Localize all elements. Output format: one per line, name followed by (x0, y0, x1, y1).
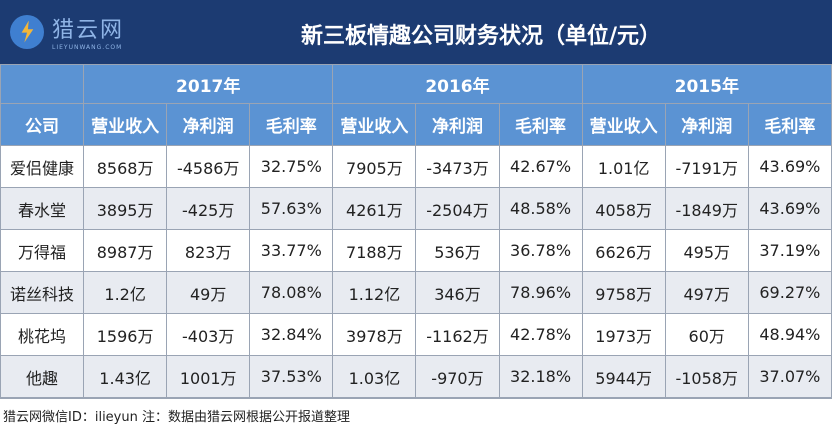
value-cell: 42.67% (498, 145, 583, 188)
logo: 猎云网 LIEYUNWANG.COM (10, 12, 124, 51)
table-row: 他趣 1.43亿 1001万 37.53% 1.03亿 -970万 32.18% 5944万 -… (0, 355, 832, 398)
year-header: 2015年 (581, 64, 832, 104)
column-header-metric: 净利润 (415, 103, 500, 146)
column-header-metric: 营业收入 (581, 103, 666, 146)
logo-url: LIEYUNWANG.COM (52, 44, 123, 51)
value-cell: 9758万 (581, 271, 666, 314)
value-cell: 37.19% (747, 229, 832, 272)
value-cell: 78.08% (249, 271, 334, 314)
value-cell: 78.96% (498, 271, 583, 314)
value-cell: 497万 (664, 271, 749, 314)
value-cell: 1973万 (581, 313, 666, 356)
value-cell: 43.69% (747, 145, 832, 188)
value-cell: 1.43亿 (83, 355, 168, 398)
value-cell: 7188万 (332, 229, 417, 272)
value-cell: 8568万 (83, 145, 168, 188)
value-cell: 495万 (664, 229, 749, 272)
company-name: 桃花坞 (0, 313, 85, 356)
value-cell: -4586万 (166, 145, 251, 188)
value-cell: 37.53% (249, 355, 334, 398)
value-cell: 48.58% (498, 187, 583, 230)
value-cell: 32.18% (498, 355, 583, 398)
column-header-metric: 毛利率 (498, 103, 583, 146)
page-title: 新三板情趣公司财务状况（单位/元） (300, 24, 662, 49)
column-header-metric: 毛利率 (747, 103, 832, 146)
value-cell: 48.94% (747, 313, 832, 356)
finance-table: 2017年 2016年 2015年 公司 营业收入 净利润 毛利率 营业收入 净利润 毛利率营… (0, 64, 832, 398)
column-header-company: 公司 (0, 103, 85, 146)
header-banner: 猎云网 LIEYUNWANG.COM 新三板情趣公司财务状况（单位/元） (0, 0, 832, 64)
value-cell: 1596万 (83, 313, 168, 356)
year-header-row: 2017年 2016年 2015年 (0, 64, 832, 104)
value-cell: -425万 (166, 187, 251, 230)
column-header-metric: 营业收入 (332, 103, 417, 146)
value-cell: 37.07% (747, 355, 832, 398)
value-cell: 33.77% (249, 229, 334, 272)
value-cell: 3895万 (83, 187, 168, 230)
value-cell: 32.75% (249, 145, 334, 188)
company-name: 春水堂 (0, 187, 85, 230)
table-row: 爱侣健康 8568万 -4586万 32.75% 7905万 -3473万 42.67% 1.… (0, 145, 832, 188)
value-cell: 346万 (415, 271, 500, 314)
value-cell: -3473万 (415, 145, 500, 188)
company-name: 万得福 (0, 229, 85, 272)
value-cell: 49万 (166, 271, 251, 314)
empty-header-cell (0, 64, 85, 104)
value-cell: 1.01亿 (581, 145, 666, 188)
company-name: 他趣 (0, 355, 85, 398)
table-row: 万得福 8987万 823万 33.77% 7188万 536万 36.78% 6626万 49… (0, 229, 832, 272)
value-cell: -7191万 (664, 145, 749, 188)
value-cell: 36.78% (498, 229, 583, 272)
value-cell: 536万 (415, 229, 500, 272)
value-cell: 4261万 (332, 187, 417, 230)
value-cell: 1.2亿 (83, 271, 168, 314)
table-row: 桃花坞 1596万 -403万 32.84% 3978万 -1162万 42.78% 1973… (0, 313, 832, 356)
value-cell: 1.03亿 (332, 355, 417, 398)
year-header: 2017年 (83, 64, 334, 104)
value-cell: 4058万 (581, 187, 666, 230)
value-cell: 8987万 (83, 229, 168, 272)
value-cell: 6626万 (581, 229, 666, 272)
value-cell: 7905万 (332, 145, 417, 188)
value-cell: -1058万 (664, 355, 749, 398)
column-header-row: 公司 营业收入 净利润 毛利率 营业收入 净利润 毛利率 营业收入 净利润 毛利率 (0, 103, 832, 146)
column-header-metric: 净利润 (166, 103, 251, 146)
table-row: 诺丝科技 1.2亿 49万 78.08% 1.12亿 346万 78.96% 9758万 497… (0, 271, 832, 314)
lightning-logo-icon (10, 14, 44, 49)
value-cell: 57.63% (249, 187, 334, 230)
table-row: 春水堂 3895万 -425万 57.63% 4261万 -2504万 48.58% 4058… (0, 187, 832, 230)
company-name: 爱侣健康 (0, 145, 85, 188)
column-header-metric: 净利润 (664, 103, 749, 146)
value-cell: 1.12亿 (332, 271, 417, 314)
footer-note: 猎云网微信ID：ilieyun 注：数据由猎云网根据公开报道整理 (0, 398, 832, 437)
value-cell: -403万 (166, 313, 251, 356)
year-header: 2016年 (332, 64, 583, 104)
value-cell: 5944万 (581, 355, 666, 398)
value-cell: 3978万 (332, 313, 417, 356)
value-cell: 69.27% (747, 271, 832, 314)
column-header-metric: 营业收入 (83, 103, 168, 146)
company-name: 诺丝科技 (0, 271, 85, 314)
value-cell: -1162万 (415, 313, 500, 356)
value-cell: 823万 (166, 229, 251, 272)
value-cell: 1001万 (166, 355, 251, 398)
value-cell: -1849万 (664, 187, 749, 230)
value-cell: -970万 (415, 355, 500, 398)
value-cell: 32.84% (249, 313, 334, 356)
value-cell: -2504万 (415, 187, 500, 230)
value-cell: 42.78% (498, 313, 583, 356)
value-cell: 60万 (664, 313, 749, 356)
value-cell: 43.69% (747, 187, 832, 230)
logo-text: 猎云网 (52, 18, 125, 43)
column-header-metric: 毛利率 (249, 103, 334, 146)
